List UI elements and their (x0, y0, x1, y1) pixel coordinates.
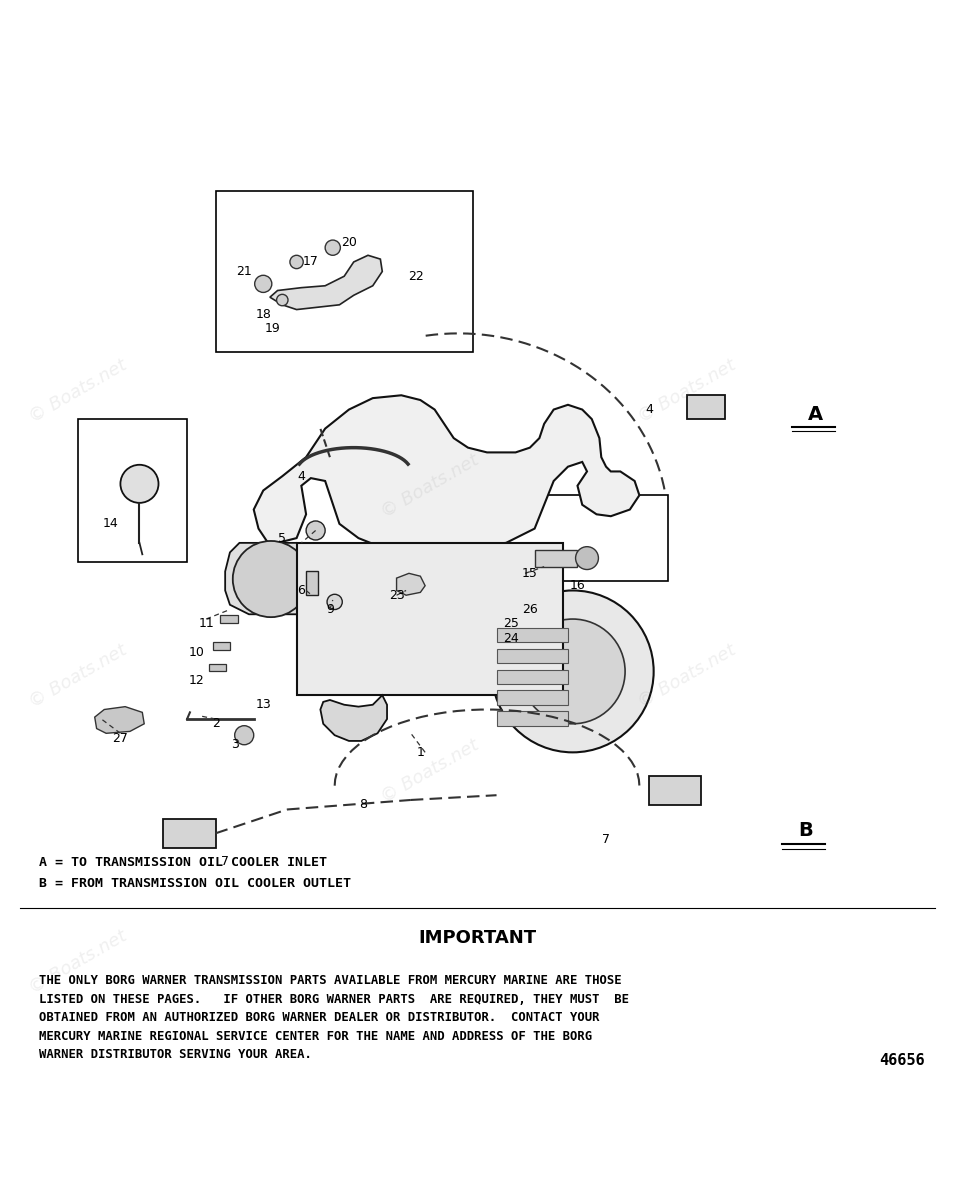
Text: 8: 8 (359, 798, 368, 811)
Text: 7: 7 (602, 834, 610, 846)
Text: 1: 1 (416, 746, 424, 758)
Text: 12: 12 (189, 674, 204, 688)
Text: 11: 11 (199, 617, 214, 630)
Text: 27: 27 (113, 732, 128, 744)
Bar (213, 642, 230, 649)
Bar (163, 820, 216, 847)
Bar (497, 648, 568, 662)
Text: 24: 24 (503, 631, 519, 644)
Circle shape (277, 294, 288, 306)
Text: B: B (798, 821, 814, 840)
Bar (535, 550, 578, 566)
Circle shape (290, 256, 304, 269)
Bar (497, 670, 568, 684)
Text: IMPORTANT: IMPORTANT (418, 929, 537, 947)
Polygon shape (254, 395, 640, 547)
Circle shape (307, 521, 325, 540)
Text: 23: 23 (389, 589, 404, 601)
Circle shape (327, 594, 342, 610)
Text: 5: 5 (278, 532, 286, 545)
Bar (77, 419, 187, 562)
Text: 4: 4 (645, 403, 653, 416)
Text: © Boats.net: © Boats.net (635, 355, 739, 426)
Circle shape (325, 240, 340, 256)
Text: B = FROM TRANSMISSION OIL COOLER OUTLET: B = FROM TRANSMISSION OIL COOLER OUTLET (39, 877, 351, 890)
Text: 9: 9 (326, 604, 334, 616)
Polygon shape (320, 695, 387, 740)
Text: 20: 20 (341, 236, 357, 250)
Bar (648, 776, 701, 805)
Bar (687, 395, 725, 419)
Text: 22: 22 (408, 270, 423, 283)
Text: 2: 2 (212, 718, 220, 731)
Circle shape (120, 464, 159, 503)
Bar (221, 616, 238, 623)
Polygon shape (225, 542, 315, 614)
Polygon shape (396, 574, 425, 595)
Text: © Boats.net: © Boats.net (378, 736, 482, 806)
Text: 7: 7 (222, 856, 229, 869)
Bar (307, 571, 317, 595)
Text: 4: 4 (297, 469, 306, 482)
Bar (497, 690, 568, 704)
Text: © Boats.net: © Boats.net (26, 926, 130, 997)
Text: 10: 10 (189, 646, 204, 659)
Text: 26: 26 (522, 604, 538, 616)
Text: 15: 15 (522, 566, 538, 580)
Text: 6: 6 (297, 584, 306, 596)
Text: © Boats.net: © Boats.net (26, 641, 130, 712)
Circle shape (520, 619, 626, 724)
Text: 14: 14 (103, 517, 118, 530)
Polygon shape (95, 707, 144, 733)
Circle shape (255, 275, 272, 293)
Text: 13: 13 (255, 698, 271, 712)
Text: 16: 16 (569, 580, 585, 593)
Bar (497, 628, 568, 642)
Bar (497, 496, 668, 581)
Text: © Boats.net: © Boats.net (378, 450, 482, 521)
Text: 25: 25 (503, 617, 519, 630)
Text: A = TO TRANSMISSION OIL COOLER INLET: A = TO TRANSMISSION OIL COOLER INLET (39, 857, 328, 870)
Polygon shape (270, 256, 382, 310)
Text: © Boats.net: © Boats.net (635, 641, 739, 712)
Circle shape (576, 547, 599, 570)
Text: 18: 18 (255, 308, 271, 320)
Bar (209, 664, 226, 672)
Circle shape (233, 541, 309, 617)
Text: A: A (808, 404, 823, 424)
Text: 21: 21 (236, 265, 252, 278)
Circle shape (235, 726, 254, 745)
Text: 17: 17 (303, 256, 319, 269)
Bar (297, 542, 563, 695)
Text: 3: 3 (231, 738, 239, 751)
Circle shape (492, 590, 653, 752)
Bar (497, 712, 568, 726)
Text: THE ONLY BORG WARNER TRANSMISSION PARTS AVAILABLE FROM MERCURY MARINE ARE THOSE
: THE ONLY BORG WARNER TRANSMISSION PARTS … (39, 974, 629, 1061)
Text: 19: 19 (265, 322, 281, 335)
Text: © Boats.net: © Boats.net (26, 355, 130, 426)
Bar (216, 191, 473, 353)
Text: 46656: 46656 (880, 1054, 925, 1068)
